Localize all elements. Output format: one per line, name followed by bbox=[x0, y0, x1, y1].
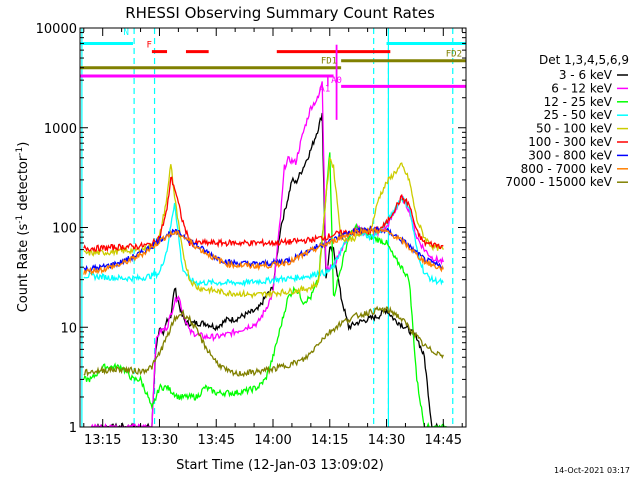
legend-label: 25 - 50 keV bbox=[544, 108, 613, 122]
legend-label: 100 - 300 keV bbox=[528, 135, 612, 149]
x-tick-label: 14:15 bbox=[311, 433, 348, 448]
legend-label: 300 - 800 keV bbox=[528, 148, 612, 162]
x-tick-label: 13:15 bbox=[84, 433, 121, 448]
x-tick-label: 13:45 bbox=[198, 433, 235, 448]
series-line bbox=[83, 152, 448, 427]
legend-label: 7000 - 15000 keV bbox=[505, 175, 612, 189]
series-line bbox=[83, 176, 444, 253]
legend-title: Det 1,3,4,5,6,9 bbox=[539, 53, 629, 67]
y-tick-label: 100 bbox=[52, 222, 77, 237]
series-line bbox=[91, 112, 448, 427]
y-axis-label: Count Rate (s-1 detector-1) bbox=[15, 142, 31, 313]
y-tick-label: 10000 bbox=[36, 22, 77, 37]
x-tick-label: 14:00 bbox=[254, 433, 291, 448]
x-tick-label: 14:30 bbox=[368, 433, 405, 448]
series-line bbox=[83, 226, 444, 276]
marker-label: F bbox=[147, 40, 152, 50]
flag-label: FD1 bbox=[321, 57, 337, 67]
legend-label: 12 - 25 keV bbox=[544, 95, 613, 109]
legend-label: 50 - 100 keV bbox=[536, 122, 613, 136]
y-tick-label: 1000 bbox=[44, 122, 77, 137]
marker-label: A1 bbox=[319, 85, 330, 95]
legend-label: 3 - 6 keV bbox=[559, 68, 613, 82]
series-line bbox=[83, 156, 444, 300]
chart-title: RHESSI Observing Summary Count Rates bbox=[125, 4, 435, 22]
marker-label: N bbox=[123, 28, 128, 38]
series-line bbox=[83, 195, 444, 288]
data-layer bbox=[80, 28, 466, 427]
y-tick-label: 10 bbox=[60, 321, 77, 336]
x-tick-label: 14:45 bbox=[425, 433, 462, 448]
x-tick-label: 13:30 bbox=[141, 433, 178, 448]
x-axis-label: Start Time (12-Jan-03 13:09:02) bbox=[176, 458, 384, 473]
legend-label: 6 - 12 keV bbox=[551, 81, 613, 95]
flag-label: FD2 bbox=[446, 50, 462, 60]
y-tick-label: 1 bbox=[69, 421, 77, 436]
series-line bbox=[83, 305, 444, 378]
marker-label: A0 bbox=[331, 76, 342, 86]
legend-label: 800 - 7000 keV bbox=[521, 162, 613, 176]
timestamp: 14-Oct-2021 03:17 bbox=[554, 466, 630, 475]
